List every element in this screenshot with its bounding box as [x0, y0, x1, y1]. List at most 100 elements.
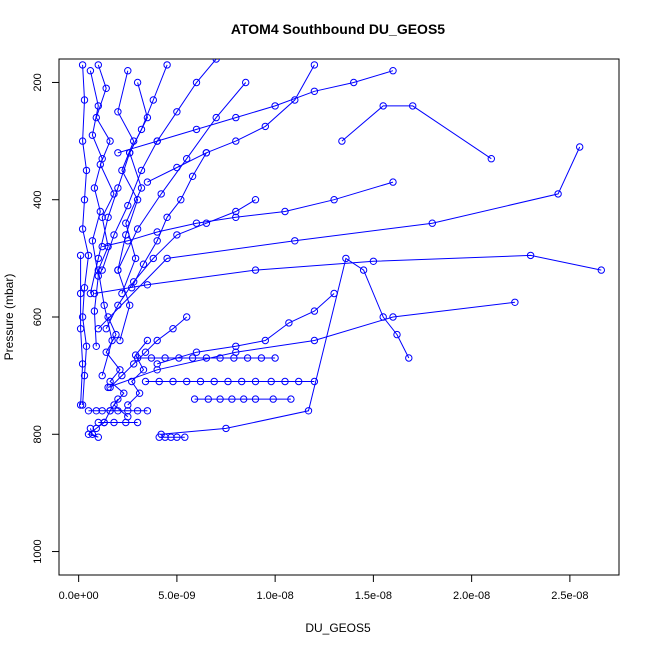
data-point [149, 254, 158, 263]
data-point [122, 219, 130, 227]
y-tick-label: 1000 [32, 539, 44, 563]
data-point [126, 149, 134, 157]
data-point [183, 313, 191, 321]
data-point [102, 84, 110, 93]
data-point [163, 213, 171, 222]
data-point [267, 377, 275, 386]
data-point [269, 395, 277, 403]
data-point [183, 155, 191, 163]
data-point [216, 395, 224, 403]
data-point [257, 354, 266, 362]
y-tick-label: 800 [32, 425, 44, 443]
data-point [232, 207, 240, 216]
data-point [98, 266, 106, 274]
series-line-25 [131, 152, 207, 288]
data-point [133, 78, 142, 87]
data-point [310, 307, 319, 315]
data-point [108, 336, 116, 345]
data-point [281, 377, 289, 386]
data-point [135, 389, 144, 397]
data-point [330, 196, 338, 204]
data-point [102, 348, 110, 356]
data-point [94, 61, 103, 69]
data-point [271, 354, 279, 362]
data-point [82, 166, 91, 175]
data-point [149, 96, 158, 104]
data-point [114, 149, 122, 157]
data-point [139, 366, 148, 374]
data-point [94, 254, 103, 263]
data-point [128, 284, 136, 292]
data-point [330, 289, 338, 298]
data-point [80, 371, 89, 380]
series-line-10 [147, 64, 315, 183]
data-point [139, 260, 148, 268]
series-line-29 [80, 255, 84, 406]
data-point [106, 407, 114, 415]
data-point [84, 251, 93, 260]
data-point [106, 377, 114, 386]
data-point [369, 257, 378, 265]
data-point [389, 313, 397, 321]
data-point [379, 102, 387, 110]
data-point [405, 354, 413, 362]
data-point [90, 184, 99, 192]
data-point [487, 155, 495, 163]
data-point [212, 113, 220, 122]
series-line-18 [89, 70, 103, 347]
data-point [204, 395, 213, 403]
data-point [232, 342, 240, 350]
data-point [359, 266, 368, 274]
series-line-20 [89, 64, 168, 294]
data-point [310, 336, 319, 345]
data-point [192, 348, 201, 356]
data-point [76, 401, 85, 409]
data-point [526, 251, 535, 260]
series-line-24 [121, 82, 148, 294]
data-point [104, 242, 112, 251]
data-point [143, 113, 152, 122]
data-point [96, 207, 105, 216]
data-point [124, 201, 132, 210]
data-point [163, 254, 171, 263]
data-point [80, 196, 89, 204]
data-point [232, 213, 240, 222]
data-point [242, 78, 250, 87]
data-point [124, 67, 132, 75]
data-point [202, 354, 211, 362]
data-point [110, 418, 118, 427]
series-line-21 [101, 59, 217, 271]
data-point [94, 102, 103, 110]
data-point [310, 87, 319, 96]
series-line-23 [109, 316, 188, 388]
data-point [228, 395, 236, 403]
data-point [133, 225, 142, 233]
data-point [137, 166, 146, 175]
data-point [114, 108, 122, 116]
data-point [310, 377, 319, 386]
data-point [106, 137, 114, 145]
data-point [94, 272, 103, 280]
data-point [230, 354, 238, 362]
data-point [232, 137, 240, 145]
series-line-4 [161, 257, 410, 435]
data-point [222, 424, 230, 433]
data-point [78, 225, 87, 233]
data-point [128, 377, 136, 386]
data-point [104, 213, 112, 222]
data-point [143, 407, 152, 415]
data-point [130, 360, 138, 368]
data-point [104, 313, 112, 321]
data-point [183, 377, 191, 386]
data-point [167, 433, 175, 441]
data-point [190, 395, 199, 403]
data-point [271, 102, 279, 110]
data-point [192, 78, 201, 87]
data-point [409, 102, 417, 110]
data-point [80, 96, 89, 104]
data-point [261, 336, 269, 345]
data-point [114, 266, 122, 274]
data-point [251, 196, 260, 204]
plot-frame [58, 58, 620, 576]
